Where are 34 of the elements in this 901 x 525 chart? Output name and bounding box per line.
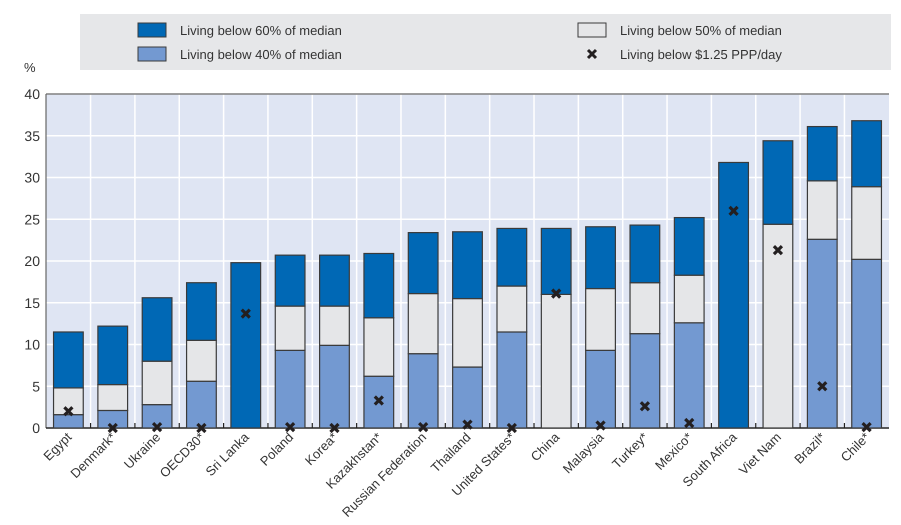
point: [107, 422, 118, 434]
y-tick-label: 40: [24, 86, 40, 102]
legend-label: Living below 60% of median: [180, 23, 342, 38]
y-axis-title: %: [24, 60, 36, 75]
point: [772, 244, 784, 256]
point: [418, 422, 429, 433]
bar: [718, 162, 750, 429]
legend-label: Living below $1.25 PPP/day: [620, 47, 782, 62]
point: [550, 288, 562, 300]
legend-label: Living below 40% of median: [180, 47, 342, 62]
y-tick-label: 0: [32, 420, 40, 436]
y-tick-label: 15: [24, 294, 40, 311]
point: [462, 419, 474, 430]
y-tick-label: 5: [32, 378, 40, 394]
point: [684, 417, 695, 429]
y-tick-label: 10: [24, 336, 40, 352]
legend-label: Living below 50% of median: [620, 23, 782, 38]
y-tick-label: 35: [24, 128, 40, 144]
point: [861, 422, 872, 433]
bar: [230, 262, 262, 429]
point: [506, 422, 518, 434]
point: [728, 205, 740, 216]
point: [639, 400, 650, 412]
point: [196, 422, 208, 434]
point: [240, 308, 252, 320]
point: [594, 420, 606, 432]
point: [62, 406, 74, 417]
y-tick-label: 25: [24, 211, 40, 228]
point: [284, 422, 296, 433]
point: [151, 422, 163, 433]
y-tick-label: 30: [24, 170, 40, 186]
point: [373, 394, 384, 406]
y-tick-label: 20: [24, 253, 40, 269]
point: [816, 380, 828, 392]
